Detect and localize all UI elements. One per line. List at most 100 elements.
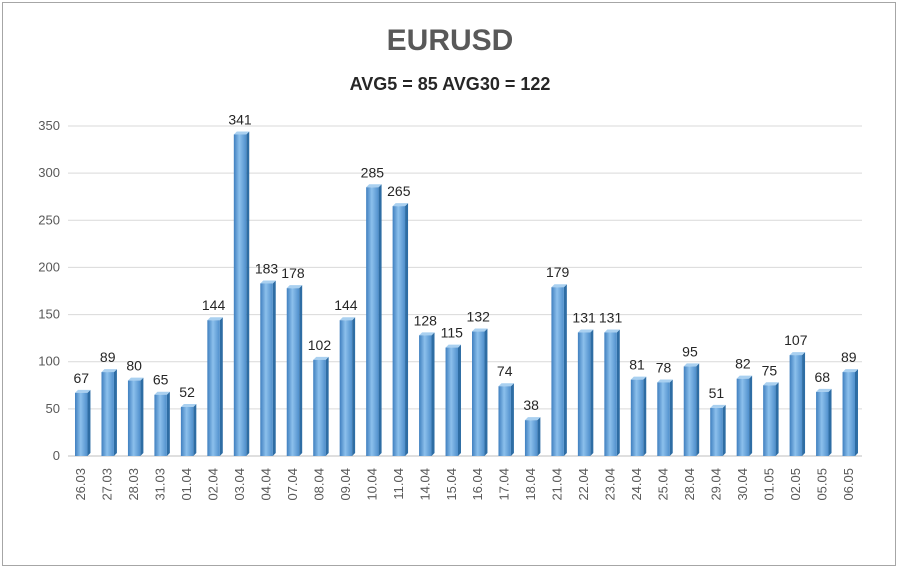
x-tick-label: 02.05 <box>788 468 803 501</box>
bar-top <box>180 403 197 407</box>
bar-top <box>551 284 567 288</box>
bar <box>842 372 855 456</box>
data-label: 183 <box>255 260 279 276</box>
bar-top <box>445 344 461 348</box>
data-label: 265 <box>387 183 411 199</box>
data-label: 95 <box>682 343 698 359</box>
x-tick-label: 21.04 <box>550 468 565 501</box>
x-tick-label: 15.04 <box>444 468 459 501</box>
bar-side <box>537 417 541 456</box>
x-tick-label: 05.05 <box>814 468 829 501</box>
y-tick-label: 50 <box>46 401 60 416</box>
y-tick-label: 200 <box>38 259 60 274</box>
bar <box>339 320 353 456</box>
bar-top <box>736 375 753 379</box>
bar-top <box>154 391 170 395</box>
bar-top <box>710 404 726 408</box>
bar-side <box>854 369 858 456</box>
x-tick-label: 25.04 <box>656 468 671 501</box>
bar-side <box>431 332 435 456</box>
x-tick-label: 06.05 <box>841 468 856 501</box>
bar <box>577 332 591 456</box>
data-label: 68 <box>815 369 831 385</box>
bar <box>630 379 644 456</box>
x-tick-label: 31.03 <box>153 468 168 501</box>
bar-top <box>657 379 673 383</box>
y-tick-label: 250 <box>38 212 60 227</box>
x-tick-label: 02.04 <box>206 468 221 501</box>
bar-side <box>510 383 514 456</box>
data-label: 75 <box>762 362 778 378</box>
bar <box>154 394 167 456</box>
data-label: 107 <box>784 332 808 348</box>
bar-top <box>816 388 832 392</box>
data-label: 102 <box>308 337 332 353</box>
y-tick-label: 300 <box>38 165 60 180</box>
bar <box>472 331 485 456</box>
bar-top <box>524 417 541 421</box>
x-tick-label: 04.04 <box>259 468 274 501</box>
bar <box>498 386 511 456</box>
bar-top <box>260 280 276 284</box>
bar <box>657 382 670 456</box>
data-label: 131 <box>599 309 623 325</box>
data-label: 179 <box>546 264 570 280</box>
bar-top <box>604 329 620 333</box>
bar-top <box>842 369 858 373</box>
bar <box>127 380 141 456</box>
bar-side <box>457 344 461 456</box>
bar-side <box>193 403 197 456</box>
bar <box>524 420 538 456</box>
data-label: 52 <box>179 384 195 400</box>
bar <box>180 406 194 456</box>
bar <box>710 407 723 456</box>
bar <box>233 134 247 456</box>
bar-side <box>272 280 276 456</box>
bar <box>392 206 406 456</box>
bar-top <box>630 376 647 380</box>
x-tick-label: 16.04 <box>470 468 485 501</box>
data-label: 74 <box>497 363 513 379</box>
data-label: 128 <box>414 312 438 328</box>
bar <box>551 287 564 456</box>
bar <box>313 359 326 456</box>
bar-top <box>577 329 594 333</box>
bar-side <box>775 382 779 456</box>
x-tick-label: 17.04 <box>497 468 512 501</box>
data-label: 82 <box>735 356 751 372</box>
x-tick-label: 23.04 <box>603 468 618 501</box>
chart-subtitle: AVG5 = 85 AVG30 = 122 <box>349 74 551 94</box>
bar-side <box>590 329 594 456</box>
x-tick-label: 14.04 <box>417 468 432 501</box>
bar-top <box>286 285 303 289</box>
bar-top <box>498 383 514 387</box>
data-label: 115 <box>441 325 464 341</box>
bar-top <box>683 363 700 367</box>
bar-side <box>325 356 329 456</box>
bar <box>260 283 273 456</box>
bar <box>286 288 300 456</box>
bar <box>816 391 829 456</box>
bar-side <box>299 285 303 456</box>
bar-side <box>722 404 726 456</box>
bar-side <box>352 317 356 456</box>
bar-side <box>405 203 409 456</box>
bar <box>366 187 379 457</box>
bar-top <box>233 131 250 135</box>
bar <box>683 366 697 456</box>
bar-side <box>219 317 223 456</box>
data-label: 131 <box>572 309 596 325</box>
data-label: 81 <box>629 357 645 373</box>
bar-top <box>207 317 223 321</box>
bar-side <box>378 184 382 457</box>
data-label: 89 <box>841 349 857 365</box>
bar-side <box>802 352 806 456</box>
bar-side <box>828 388 832 456</box>
bar-side <box>643 376 647 456</box>
chart-title: EURUSD <box>386 24 514 57</box>
data-label: 80 <box>126 358 142 374</box>
data-label: 341 <box>228 111 252 127</box>
bar-side <box>113 369 117 456</box>
